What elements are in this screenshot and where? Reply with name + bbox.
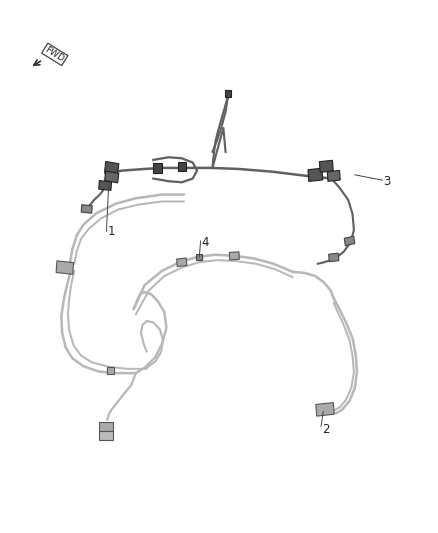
- Polygon shape: [316, 402, 334, 416]
- Text: 3: 3: [383, 175, 391, 188]
- Polygon shape: [81, 205, 92, 213]
- Polygon shape: [230, 252, 239, 260]
- Polygon shape: [177, 258, 187, 266]
- Polygon shape: [225, 90, 231, 97]
- Polygon shape: [105, 171, 119, 183]
- Text: 2: 2: [322, 423, 329, 435]
- Polygon shape: [328, 253, 339, 262]
- Polygon shape: [196, 254, 202, 260]
- Polygon shape: [308, 168, 323, 181]
- Polygon shape: [105, 161, 119, 174]
- Text: 1: 1: [107, 225, 115, 238]
- Polygon shape: [99, 181, 112, 190]
- Polygon shape: [99, 431, 113, 440]
- Polygon shape: [344, 236, 355, 246]
- Polygon shape: [107, 367, 114, 374]
- Text: 4: 4: [201, 236, 209, 249]
- Text: FWD: FWD: [43, 45, 66, 64]
- Polygon shape: [178, 162, 186, 171]
- Polygon shape: [319, 160, 333, 172]
- Polygon shape: [327, 171, 340, 181]
- Polygon shape: [99, 422, 113, 431]
- Polygon shape: [56, 261, 74, 274]
- Polygon shape: [153, 163, 162, 173]
